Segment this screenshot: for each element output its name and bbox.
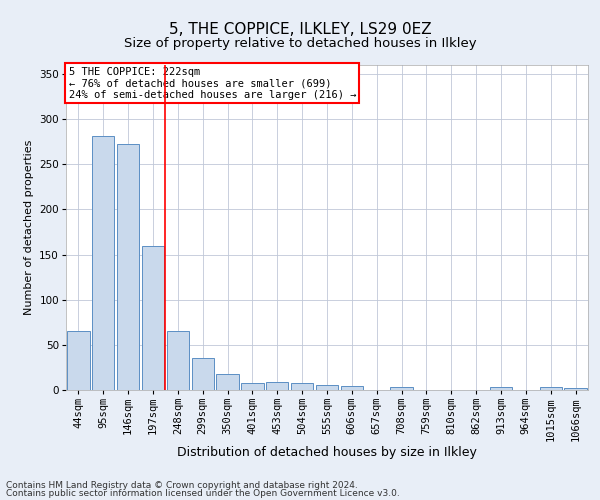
X-axis label: Distribution of detached houses by size in Ilkley: Distribution of detached houses by size … [177,446,477,459]
Text: 5 THE COPPICE: 222sqm
← 76% of detached houses are smaller (699)
24% of semi-det: 5 THE COPPICE: 222sqm ← 76% of detached … [68,66,356,100]
Bar [167,332,189,390]
Bar [92,136,115,390]
Text: 5, THE COPPICE, ILKLEY, LS29 0EZ: 5, THE COPPICE, ILKLEY, LS29 0EZ [169,22,431,38]
Bar [565,388,587,390]
Bar [391,388,413,390]
Bar [341,386,363,390]
Bar [142,246,164,390]
Bar [539,388,562,390]
Bar [117,144,139,390]
Text: Contains public sector information licensed under the Open Government Licence v3: Contains public sector information licen… [6,489,400,498]
Text: Size of property relative to detached houses in Ilkley: Size of property relative to detached ho… [124,38,476,51]
Bar [490,388,512,390]
Bar [291,383,313,390]
Bar [217,374,239,390]
Bar [191,358,214,390]
Bar [67,332,89,390]
Bar [266,382,289,390]
Y-axis label: Number of detached properties: Number of detached properties [24,140,34,315]
Bar [241,383,263,390]
Bar [316,386,338,390]
Text: Contains HM Land Registry data © Crown copyright and database right 2024.: Contains HM Land Registry data © Crown c… [6,480,358,490]
